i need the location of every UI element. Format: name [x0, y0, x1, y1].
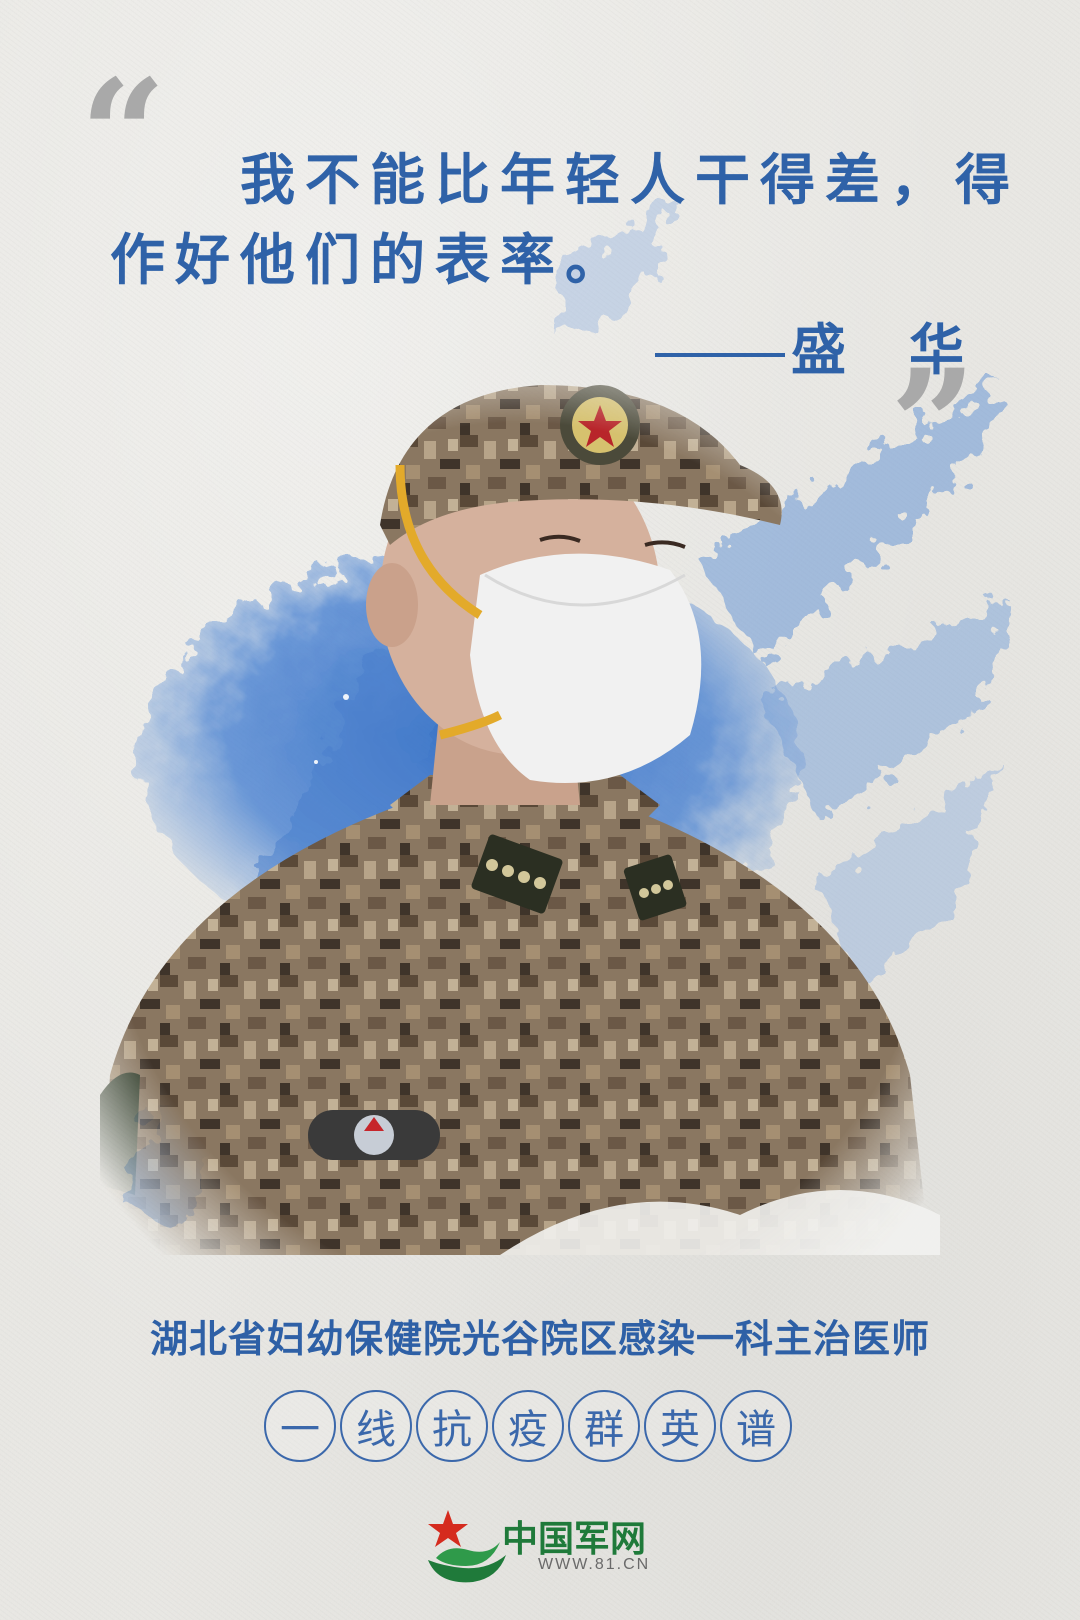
quote-attribution: 盛 华: [655, 305, 968, 385]
series-char: 线: [340, 1390, 412, 1462]
series-title: 一 线 抗 疫 群 英 谱: [264, 1390, 792, 1462]
attribution-dash: [655, 352, 785, 357]
brand-url[interactable]: WWW.81.CN: [538, 1556, 651, 1573]
position-title: 湖北省妇幼保健院光谷院区感染一科主治医师: [149, 1319, 930, 1361]
close-quote-icon: ”: [890, 337, 977, 513]
author-name: 盛 华: [791, 317, 969, 382]
portrait-photo: [100, 385, 940, 1255]
army-emblem-icon: [428, 1510, 506, 1583]
series-char: 群: [568, 1390, 640, 1462]
series-char: 疫: [492, 1390, 564, 1462]
series-char: 英: [644, 1390, 716, 1462]
series-char: 一: [264, 1390, 336, 1462]
series-char: 谱: [720, 1390, 792, 1462]
brand-logo[interactable]: 中国军网 WWW.81.CN: [418, 1500, 698, 1590]
series-char: 抗: [416, 1390, 488, 1462]
quote-line-1: 我不能比年轻人干得差，得: [240, 147, 1021, 212]
quote-line-2: 作好他们的表率。: [110, 227, 631, 292]
brand-name: 中国军网: [502, 1518, 647, 1559]
open-quote-icon: “: [80, 47, 167, 223]
